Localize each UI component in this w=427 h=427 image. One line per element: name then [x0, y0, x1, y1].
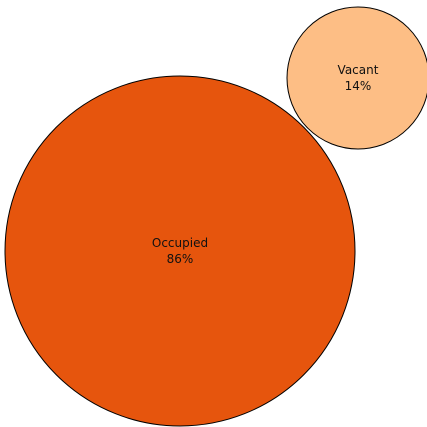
bubble-occupied [4, 75, 356, 427]
bubble-vacant [286, 6, 427, 150]
bubble-value-vacant: 14% [345, 79, 372, 93]
bubble-label-vacant: Vacant [338, 63, 379, 77]
bubble-label-occupied: Occupied [152, 236, 208, 250]
bubble-value-occupied: 86% [167, 252, 194, 266]
